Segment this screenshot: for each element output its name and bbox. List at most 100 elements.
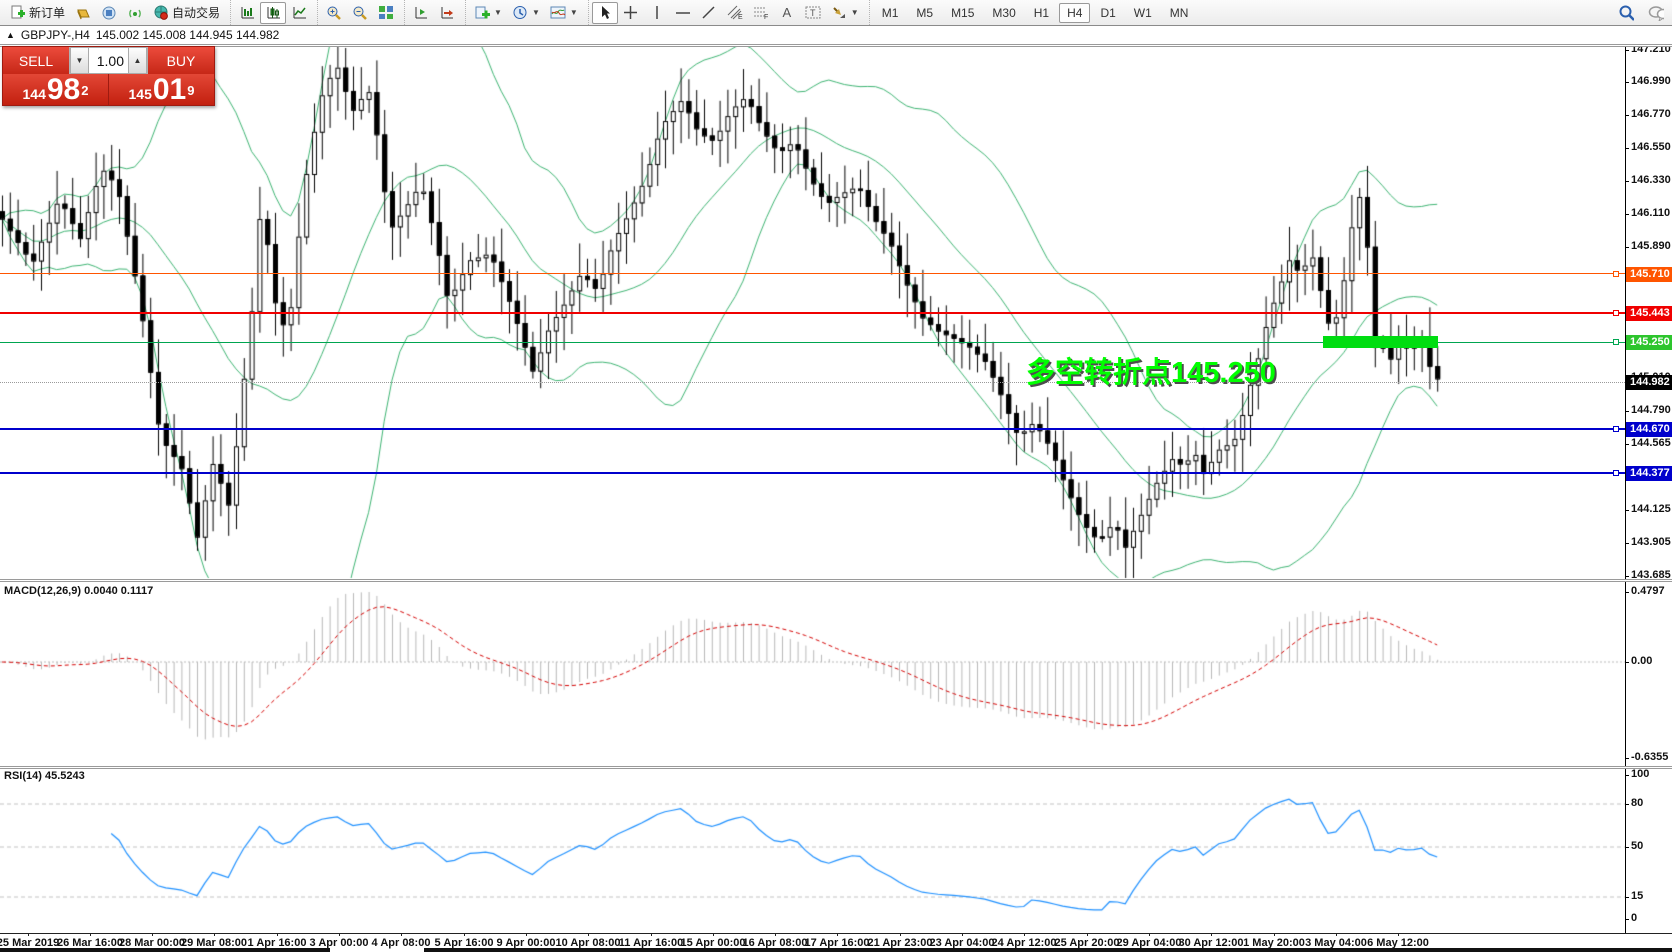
new-order-button[interactable]: 新订单 [5, 1, 70, 24]
timeframe-m15[interactable]: M15 [951, 5, 975, 20]
arrows-button[interactable]: ▼ [826, 2, 864, 24]
timeframe-m30[interactable]: M30 [992, 5, 1016, 20]
line-chart-button[interactable] [286, 2, 312, 24]
sell-price-prefix: 144 [22, 86, 46, 102]
candlestick-chart-button[interactable] [260, 1, 287, 24]
price-tick-mark [1625, 510, 1629, 511]
chart-annotation-text[interactable]: 多空转折点145.250 [1026, 357, 1276, 389]
time-tick-mark [588, 933, 589, 936]
buy-price-button[interactable]: 145 01 9 [109, 74, 214, 105]
new-template-icon [474, 5, 491, 21]
zoom-out-button[interactable] [347, 2, 373, 24]
volume-input[interactable]: 1.00 [89, 47, 128, 74]
main-macd-separator[interactable] [0, 579, 1672, 582]
cursor-button[interactable] [591, 1, 618, 24]
trendline-button[interactable] [696, 2, 722, 24]
shift-chart-button[interactable] [408, 2, 434, 24]
price-tick-mark [1625, 247, 1629, 248]
tile-windows-button[interactable] [373, 2, 399, 24]
bottom-window-edge [0, 948, 330, 952]
buy-price-prefix: 145 [128, 86, 152, 102]
indicator-tick-mark [1625, 758, 1629, 759]
indicator-tick-mark [1625, 897, 1629, 898]
price-tick-label: 146.550 [1631, 141, 1671, 153]
signals-button[interactable] [122, 2, 148, 24]
trendline-icon [701, 5, 717, 21]
level-line-145.71[interactable] [0, 273, 1625, 274]
price-tag-145.443: 145.443 [1626, 306, 1672, 321]
search-icon[interactable] [1618, 5, 1634, 21]
timeframe-mn[interactable]: MN [1169, 5, 1189, 20]
time-tick-mark [837, 933, 838, 936]
profiles-button[interactable] [70, 2, 96, 24]
price-tick-label: 146.990 [1631, 75, 1671, 87]
chart-top-separator[interactable] [0, 44, 1672, 47]
arrows-icon [831, 5, 847, 21]
indicators-button[interactable]: ▼ [545, 2, 583, 24]
highlight-bar[interactable] [1323, 336, 1438, 348]
time-label: 28 Mar 00:00 [118, 937, 186, 949]
sell-button[interactable]: SELL [3, 47, 69, 74]
time-label: 5 Apr 16:00 [434, 937, 494, 949]
level-line-145.25[interactable] [0, 342, 1625, 343]
buy-button[interactable]: BUY [148, 47, 214, 74]
horizontal-line-button[interactable] [670, 2, 696, 24]
time-tick-mark [339, 933, 340, 936]
time-tick-mark [900, 933, 901, 936]
crosshair-button[interactable] [618, 2, 644, 24]
volume-down-button[interactable]: ▼ [70, 47, 89, 74]
timeframe-m5[interactable]: M5 [916, 5, 934, 20]
collapse-triangle-icon[interactable]: ▲ [6, 30, 15, 40]
bar-chart-button[interactable] [234, 2, 260, 24]
indicator-tick-mark [1625, 775, 1629, 776]
indicator-tick-mark [1625, 919, 1629, 920]
fibonacci-button[interactable]: F [748, 2, 774, 24]
new-order-icon [10, 5, 26, 21]
price-tick-label: 144.790 [1631, 404, 1671, 416]
profiles-icon [75, 5, 91, 21]
autotrading-button[interactable]: 自动交易 [148, 1, 225, 24]
time-label: 25 Mar 2019 [0, 937, 60, 949]
text-button[interactable]: A [774, 2, 800, 24]
svg-text:F: F [764, 14, 768, 20]
timeframe-m1[interactable]: M1 [881, 5, 899, 20]
price-tick-mark [1625, 576, 1629, 577]
indicator-tick-mark [1625, 804, 1629, 805]
time-tick-mark [1336, 933, 1337, 936]
timeframe-d1[interactable]: D1 [1100, 5, 1116, 20]
text-label-button[interactable]: T [800, 2, 826, 24]
price-tick-mark [1625, 543, 1629, 544]
equidistant-channel-button[interactable]: E [722, 2, 748, 24]
auto-scroll-button[interactable] [434, 2, 460, 24]
time-tick-mark [28, 933, 29, 936]
timeframe-h4[interactable]: H4 [1059, 2, 1091, 23]
macd-rsi-separator[interactable] [0, 766, 1672, 769]
vertical-line-button[interactable] [644, 2, 670, 24]
zoom-in-icon [326, 5, 342, 21]
new-template-button[interactable]: ▼ [469, 2, 507, 24]
zoom-in-button[interactable] [321, 2, 347, 24]
time-tick-mark [1211, 933, 1212, 936]
data-window-button[interactable] [96, 2, 122, 24]
sell-price-big: 98 [46, 73, 81, 106]
autotrading-icon [153, 5, 169, 21]
volume-up-button[interactable]: ▲ [128, 47, 147, 74]
price-chart-canvas[interactable] [0, 44, 1625, 934]
symbol-bar: ▲ GBPJPY-,H4 145.002 145.008 144.945 144… [0, 26, 1672, 44]
time-label: 21 Apr 23:00 [867, 937, 933, 949]
level-line-144.377[interactable] [0, 472, 1625, 474]
timeframe-w1[interactable]: W1 [1133, 5, 1152, 20]
autotrading-label: 自动交易 [172, 6, 221, 20]
sell-price-button[interactable]: 144 98 2 [3, 74, 108, 105]
price-tag-144.377: 144.377 [1626, 466, 1672, 481]
chat-icon[interactable] [1648, 5, 1664, 21]
price-tag-144.670: 144.670 [1626, 422, 1672, 437]
periods-button[interactable]: ▼ [507, 2, 545, 24]
price-axis-line [1625, 44, 1626, 934]
price-tick-label: 143.685 [1631, 569, 1671, 581]
timeframe-h1[interactable]: H1 [1033, 5, 1050, 20]
level-line-144.67[interactable] [0, 428, 1625, 430]
level-line-145.443[interactable] [0, 312, 1625, 314]
symbol-title: GBPJPY-,H4 [20, 28, 90, 42]
price-tick-mark [1625, 444, 1629, 445]
